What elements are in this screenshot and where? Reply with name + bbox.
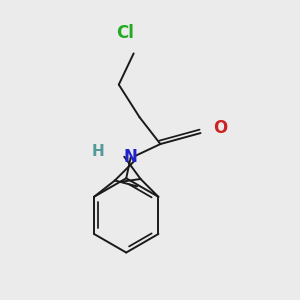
Text: Cl: Cl <box>116 24 134 42</box>
Text: H: H <box>92 144 104 159</box>
Text: O: O <box>213 119 227 137</box>
Text: N: N <box>124 148 138 166</box>
